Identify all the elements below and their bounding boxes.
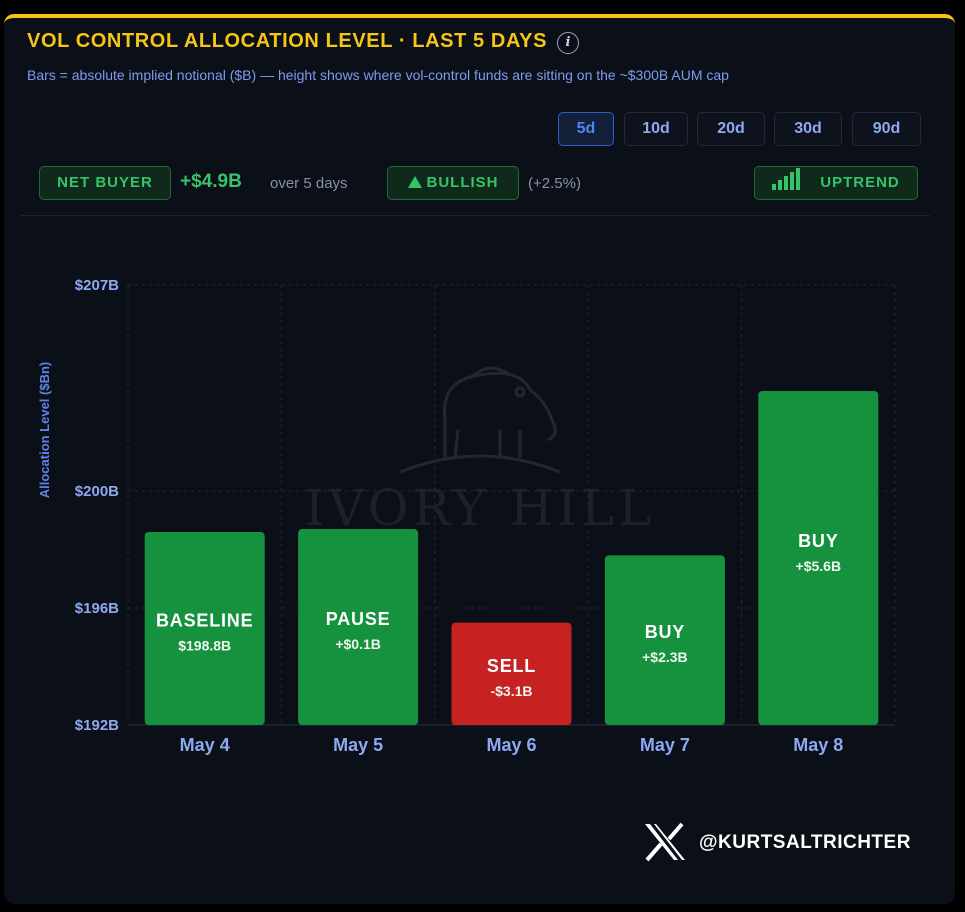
net-buyer-badge: NET BUYER [39,166,171,200]
x-tick-label: May 6 [486,735,536,755]
bar-action-label: BUY [798,531,838,551]
author-handle: @KURTSALTRICHTER [699,832,911,853]
range-20d-button[interactable]: 20d [697,112,765,146]
bullish-badge: BULLISH [387,166,519,200]
bar-may-5[interactable] [298,529,419,725]
y-tick-label: $192B [75,717,119,734]
triangle-up-icon [407,176,422,188]
bar-change-label: +$2.3B [642,649,688,665]
chart-title: VOL CONTROL ALLOCATION LEVEL · LAST 5 DA… [27,30,548,52]
bar-action-label: PAUSE [326,609,391,629]
bar-action-label: BASELINE [156,610,253,630]
bar-action-label: BUY [645,622,685,642]
y-tick-label: $196B [75,600,119,617]
y-tick-label: $200B [75,483,119,500]
watermark-text: IVORY HILL [305,479,656,537]
bar-change-label: -$3.1B [490,683,532,699]
range-5d-button[interactable]: 5d [558,112,614,146]
uptrend-badge: UPTREND [754,166,918,200]
net-flow-period: over 5 days [270,175,348,192]
bar-may-8[interactable] [758,390,879,725]
elephant-logo [399,366,561,474]
bar-change-label: +$5.6B [796,558,842,574]
bar-change-label: $198.8B [178,637,231,653]
uptrend-label: UPTREND [820,174,900,191]
x-tick-label: May 4 [180,735,230,755]
bar-action-label: SELL [487,656,536,676]
bar-may-7[interactable] [604,555,725,725]
signal-bars-icon [772,168,801,190]
x-tick-label: May 5 [333,735,383,755]
range-90d-button[interactable]: 90d [852,112,921,146]
sentiment-percent: (+2.5%) [528,175,581,192]
chart-subtitle: Bars = absolute implied notional ($B) — … [27,67,729,83]
info-icon[interactable]: i [557,32,579,54]
y-axis-label: Allocation Level ($Bn) [37,362,52,499]
bar-may-6[interactable] [451,622,572,725]
range-30d-button[interactable]: 30d [774,112,842,146]
net-flow-value: +$4.9B [180,171,242,192]
x-tick-label: May 7 [640,735,690,755]
x-logo-icon [645,822,685,862]
bar-change-label: +$0.1B [335,636,381,652]
header-divider [20,215,930,216]
bar-may-4[interactable] [144,531,265,725]
x-tick-label: May 8 [793,735,843,755]
range-10d-button[interactable]: 10d [624,112,688,146]
bullish-label: BULLISH [426,174,499,191]
y-tick-label: $207B [75,277,119,294]
